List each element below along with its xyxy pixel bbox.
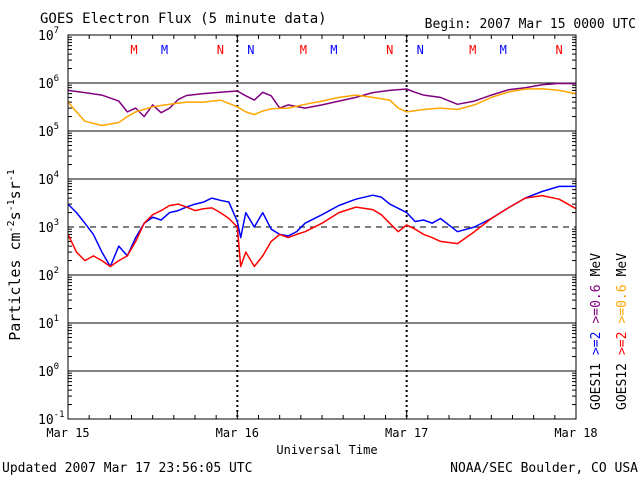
y-tick-exp: 6 bbox=[54, 74, 59, 84]
y-tick-base: 10 bbox=[38, 365, 54, 380]
y-tick-exp: 0 bbox=[54, 362, 59, 372]
y-label-s: s bbox=[6, 211, 24, 220]
orbit-marker: M bbox=[500, 43, 507, 57]
series-line bbox=[67, 87, 577, 127]
y-tick-exp: 5 bbox=[54, 122, 59, 132]
orbit-marker: M bbox=[469, 43, 476, 57]
orbit-marker: N bbox=[386, 43, 393, 57]
y-label-exp2: -1 bbox=[6, 199, 17, 211]
y-tick-label: 104 bbox=[38, 170, 59, 188]
y-tick-exp: -1 bbox=[54, 410, 65, 420]
y-tick-base: 10 bbox=[38, 317, 54, 332]
orbit-marker: M bbox=[161, 43, 168, 57]
legend-goes11: GOES11 >=2 >=0.6 MeV bbox=[589, 253, 604, 410]
y-tick-base: 10 bbox=[38, 269, 54, 284]
orbit-marker: N bbox=[247, 43, 254, 57]
y-tick-label: 102 bbox=[38, 266, 59, 284]
y-label-exp1: -2 bbox=[6, 220, 17, 232]
y-tick-base: 10 bbox=[38, 413, 54, 428]
series-line bbox=[67, 185, 576, 268]
y-tick-exp: 2 bbox=[54, 266, 59, 276]
begin-date: Begin: 2007 Mar 15 0000 UTC bbox=[425, 17, 636, 32]
legend-goes12-low: >=0.6 bbox=[615, 284, 630, 323]
y-tick-label: 106 bbox=[38, 74, 59, 92]
y-label-sr: sr bbox=[6, 181, 24, 199]
y-tick-exp: 1 bbox=[54, 314, 59, 324]
orbit-marker: M bbox=[330, 43, 337, 57]
legend-goes11-high: >=2 bbox=[589, 332, 604, 355]
orbit-marker: N bbox=[217, 43, 224, 57]
x-tick-label: Mar 15 bbox=[46, 426, 89, 440]
x-axis-label: Universal Time bbox=[276, 443, 377, 457]
y-tick-base: 10 bbox=[38, 29, 54, 44]
updated-timestamp: Updated 2007 Mar 17 23:56:05 UTC bbox=[2, 461, 252, 476]
legend-goes11-unit: MeV bbox=[589, 253, 604, 277]
legend-sat-goes12: GOES12 bbox=[615, 363, 630, 410]
y-tick-label: 107 bbox=[38, 26, 59, 44]
y-tick-base: 10 bbox=[38, 125, 54, 140]
orbit-marker: N bbox=[555, 43, 562, 57]
y-tick-label: 101 bbox=[38, 314, 59, 332]
y-axis-label: Particles cm-2s-1sr-1 bbox=[6, 169, 24, 341]
y-tick-exp: 7 bbox=[54, 26, 59, 36]
orbit-marker: M bbox=[300, 43, 307, 57]
legend-sat-goes11: GOES11 bbox=[589, 363, 604, 410]
y-tick-label: 100 bbox=[38, 362, 59, 380]
legend-goes11-low: >=0.6 bbox=[589, 284, 604, 323]
y-tick-label: 10-1 bbox=[38, 410, 65, 428]
series-line bbox=[67, 194, 577, 268]
legend-goes12-high: >=2 bbox=[615, 332, 630, 355]
orbit-marker: M bbox=[130, 43, 137, 57]
y-tick-base: 10 bbox=[38, 77, 54, 92]
y-tick-base: 10 bbox=[38, 173, 54, 188]
y-tick-label: 103 bbox=[38, 218, 59, 236]
y-tick-base: 10 bbox=[38, 221, 54, 236]
y-tick-label: 105 bbox=[38, 122, 59, 140]
x-tick-label: Mar 18 bbox=[554, 426, 597, 440]
y-tick-exp: 3 bbox=[54, 218, 59, 228]
series-line bbox=[67, 82, 577, 118]
legend-goes12-unit: MeV bbox=[615, 253, 630, 277]
credit-text: NOAA/SEC Boulder, CO USA bbox=[450, 461, 638, 476]
orbit-marker: N bbox=[417, 43, 424, 57]
y-tick-exp: 4 bbox=[54, 170, 59, 180]
y-label-exp3: -1 bbox=[6, 169, 17, 181]
y-label-main: Particles cm bbox=[6, 232, 24, 340]
legend-goes12: GOES12 >=2 >=0.6 MeV bbox=[615, 253, 630, 410]
x-tick-label: Mar 17 bbox=[385, 426, 428, 440]
chart-title: GOES Electron Flux (5 minute data) bbox=[40, 11, 327, 27]
plot-frame bbox=[67, 34, 577, 420]
x-tick-label: Mar 16 bbox=[216, 426, 259, 440]
